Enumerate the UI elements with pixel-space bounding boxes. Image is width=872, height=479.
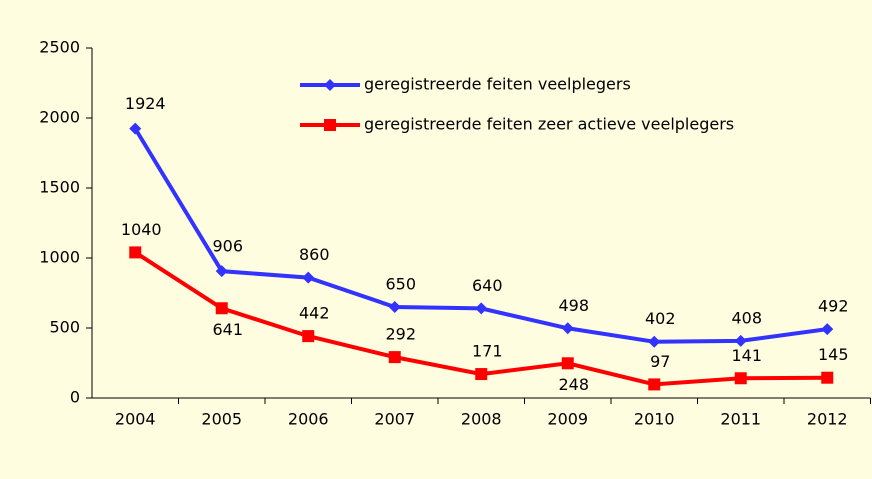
data-label: 860 <box>299 245 330 264</box>
marker <box>215 265 228 278</box>
legend-label: geregistreerde feiten zeer actieve veelp… <box>364 115 734 134</box>
marker <box>475 302 488 315</box>
marker <box>734 372 747 385</box>
x-tick-label: 2004 <box>115 410 156 429</box>
x-tick-label: 2006 <box>288 410 329 429</box>
marker <box>215 302 228 315</box>
x-tick-label: 2008 <box>461 410 502 429</box>
marker <box>648 335 661 348</box>
y-tick-label: 500 <box>49 318 80 337</box>
x-tick-label: 2005 <box>201 410 242 429</box>
marker <box>821 371 834 384</box>
data-label: 498 <box>558 296 589 315</box>
marker <box>129 246 142 259</box>
data-label: 97 <box>650 352 670 371</box>
x-tick-label: 2011 <box>720 410 761 429</box>
data-label: 141 <box>731 346 762 365</box>
data-label: 650 <box>385 275 416 294</box>
legend-label: geregistreerde feiten veelplegers <box>364 75 631 94</box>
marker <box>302 330 315 343</box>
data-label: 248 <box>558 375 589 394</box>
marker <box>475 368 488 381</box>
data-label: 906 <box>212 237 243 256</box>
marker <box>821 323 834 336</box>
data-label: 1924 <box>125 94 166 113</box>
y-tick-label: 1500 <box>39 178 80 197</box>
x-tick-label: 2012 <box>807 410 848 429</box>
x-tick-label: 2009 <box>547 410 588 429</box>
data-label: 171 <box>472 342 503 361</box>
marker <box>561 357 574 370</box>
marker <box>129 122 142 135</box>
marker <box>648 378 661 391</box>
x-tick-label: 2010 <box>634 410 675 429</box>
data-label: 408 <box>731 308 762 327</box>
y-tick-label: 2500 <box>39 38 80 57</box>
data-label: 442 <box>299 304 330 323</box>
marker <box>561 322 574 335</box>
data-label: 1040 <box>121 220 162 239</box>
data-label: 641 <box>212 320 243 339</box>
data-label: 292 <box>385 325 416 344</box>
marker <box>302 271 315 284</box>
marker <box>388 301 401 313</box>
legend-marker <box>324 79 336 91</box>
y-tick-label: 2000 <box>39 108 80 127</box>
data-label: 492 <box>818 297 849 316</box>
data-label: 145 <box>818 345 849 364</box>
x-tick-label: 2007 <box>374 410 415 429</box>
data-label: 402 <box>645 309 676 328</box>
data-label: 640 <box>472 276 503 295</box>
y-tick-label: 0 <box>70 388 80 407</box>
marker <box>734 334 747 347</box>
marker <box>388 351 401 364</box>
legend-marker <box>324 119 336 131</box>
y-tick-label: 1000 <box>39 248 80 267</box>
